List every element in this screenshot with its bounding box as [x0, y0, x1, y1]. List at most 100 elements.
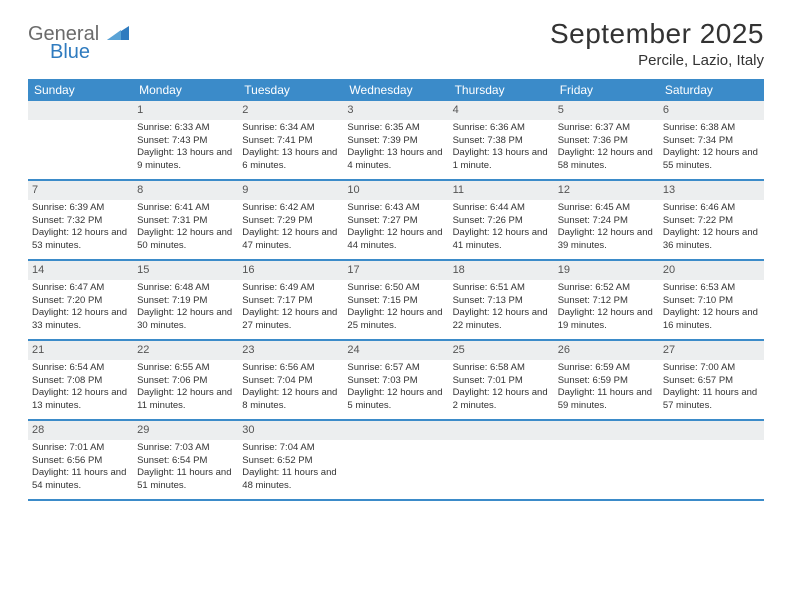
daylight-text: Daylight: 13 hours and 6 minutes.	[242, 147, 339, 173]
daylight-text: Daylight: 12 hours and 2 minutes.	[453, 387, 550, 413]
sunset-text: Sunset: 6:56 PM	[32, 455, 129, 468]
day-number: 13	[659, 181, 764, 200]
day-body: Sunrise: 6:36 AMSunset: 7:38 PMDaylight:…	[449, 120, 554, 177]
day-body: Sunrise: 6:38 AMSunset: 7:34 PMDaylight:…	[659, 120, 764, 177]
day-body: Sunrise: 6:59 AMSunset: 6:59 PMDaylight:…	[554, 360, 659, 417]
calendar-day: 4Sunrise: 6:36 AMSunset: 7:38 PMDaylight…	[449, 101, 554, 179]
sunrise-text: Sunrise: 6:35 AM	[347, 122, 444, 135]
sunset-text: Sunset: 7:32 PM	[32, 215, 129, 228]
calendar-day: 28Sunrise: 7:01 AMSunset: 6:56 PMDayligh…	[28, 421, 133, 499]
calendar-day: 23Sunrise: 6:56 AMSunset: 7:04 PMDayligh…	[238, 341, 343, 419]
calendar-day: 17Sunrise: 6:50 AMSunset: 7:15 PMDayligh…	[343, 261, 448, 339]
sunrise-text: Sunrise: 6:58 AM	[453, 362, 550, 375]
daylight-text: Daylight: 11 hours and 51 minutes.	[137, 467, 234, 493]
sunrise-text: Sunrise: 7:04 AM	[242, 442, 339, 455]
calendar-day: 12Sunrise: 6:45 AMSunset: 7:24 PMDayligh…	[554, 181, 659, 259]
calendar-day: 29Sunrise: 7:03 AMSunset: 6:54 PMDayligh…	[133, 421, 238, 499]
calendar-day: 3Sunrise: 6:35 AMSunset: 7:39 PMDaylight…	[343, 101, 448, 179]
sunset-text: Sunset: 7:43 PM	[137, 135, 234, 148]
calendar-week: 21Sunrise: 6:54 AMSunset: 7:08 PMDayligh…	[28, 341, 764, 421]
daylight-text: Daylight: 11 hours and 54 minutes.	[32, 467, 129, 493]
month-title: September 2025	[550, 18, 764, 50]
dow-thursday: Thursday	[449, 79, 554, 101]
day-body: Sunrise: 7:01 AMSunset: 6:56 PMDaylight:…	[28, 440, 133, 497]
calendar-week: 14Sunrise: 6:47 AMSunset: 7:20 PMDayligh…	[28, 261, 764, 341]
sunset-text: Sunset: 7:20 PM	[32, 295, 129, 308]
day-body: Sunrise: 6:51 AMSunset: 7:13 PMDaylight:…	[449, 280, 554, 337]
dow-wednesday: Wednesday	[343, 79, 448, 101]
sunrise-text: Sunrise: 6:42 AM	[242, 202, 339, 215]
sunrise-text: Sunrise: 6:55 AM	[137, 362, 234, 375]
day-number: 30	[238, 421, 343, 440]
day-body: Sunrise: 6:57 AMSunset: 7:03 PMDaylight:…	[343, 360, 448, 417]
day-body: Sunrise: 6:53 AMSunset: 7:10 PMDaylight:…	[659, 280, 764, 337]
day-number: 27	[659, 341, 764, 360]
sunset-text: Sunset: 7:08 PM	[32, 375, 129, 388]
daylight-text: Daylight: 12 hours and 16 minutes.	[663, 307, 760, 333]
daylight-text: Daylight: 12 hours and 33 minutes.	[32, 307, 129, 333]
day-number: 11	[449, 181, 554, 200]
day-number	[449, 421, 554, 440]
sunset-text: Sunset: 6:54 PM	[137, 455, 234, 468]
sunrise-text: Sunrise: 6:41 AM	[137, 202, 234, 215]
sunrise-text: Sunrise: 6:34 AM	[242, 122, 339, 135]
daylight-text: Daylight: 12 hours and 58 minutes.	[558, 147, 655, 173]
dow-sunday: Sunday	[28, 79, 133, 101]
calendar-day: 21Sunrise: 6:54 AMSunset: 7:08 PMDayligh…	[28, 341, 133, 419]
sunrise-text: Sunrise: 6:48 AM	[137, 282, 234, 295]
daylight-text: Daylight: 12 hours and 19 minutes.	[558, 307, 655, 333]
day-body: Sunrise: 6:45 AMSunset: 7:24 PMDaylight:…	[554, 200, 659, 257]
day-body: Sunrise: 6:58 AMSunset: 7:01 PMDaylight:…	[449, 360, 554, 417]
calendar-day: 14Sunrise: 6:47 AMSunset: 7:20 PMDayligh…	[28, 261, 133, 339]
day-body: Sunrise: 6:35 AMSunset: 7:39 PMDaylight:…	[343, 120, 448, 177]
sunrise-text: Sunrise: 6:37 AM	[558, 122, 655, 135]
calendar-day	[449, 421, 554, 499]
day-number: 3	[343, 101, 448, 120]
daylight-text: Daylight: 11 hours and 48 minutes.	[242, 467, 339, 493]
brand-blue: Blue	[50, 42, 129, 62]
sunrise-text: Sunrise: 6:43 AM	[347, 202, 444, 215]
day-number: 25	[449, 341, 554, 360]
day-number: 29	[133, 421, 238, 440]
day-number: 24	[343, 341, 448, 360]
sunrise-text: Sunrise: 6:53 AM	[663, 282, 760, 295]
daylight-text: Daylight: 12 hours and 55 minutes.	[663, 147, 760, 173]
day-body: Sunrise: 6:55 AMSunset: 7:06 PMDaylight:…	[133, 360, 238, 417]
calendar-day: 7Sunrise: 6:39 AMSunset: 7:32 PMDaylight…	[28, 181, 133, 259]
sunrise-text: Sunrise: 6:56 AM	[242, 362, 339, 375]
day-body: Sunrise: 6:43 AMSunset: 7:27 PMDaylight:…	[343, 200, 448, 257]
day-number: 17	[343, 261, 448, 280]
calendar-day: 22Sunrise: 6:55 AMSunset: 7:06 PMDayligh…	[133, 341, 238, 419]
day-body: Sunrise: 6:56 AMSunset: 7:04 PMDaylight:…	[238, 360, 343, 417]
day-number: 14	[28, 261, 133, 280]
sunset-text: Sunset: 7:26 PM	[453, 215, 550, 228]
dow-saturday: Saturday	[659, 79, 764, 101]
sunrise-text: Sunrise: 6:49 AM	[242, 282, 339, 295]
calendar-day: 18Sunrise: 6:51 AMSunset: 7:13 PMDayligh…	[449, 261, 554, 339]
daylight-text: Daylight: 12 hours and 44 minutes.	[347, 227, 444, 253]
sunrise-text: Sunrise: 6:51 AM	[453, 282, 550, 295]
dow-tuesday: Tuesday	[238, 79, 343, 101]
day-body: Sunrise: 6:49 AMSunset: 7:17 PMDaylight:…	[238, 280, 343, 337]
day-body: Sunrise: 6:37 AMSunset: 7:36 PMDaylight:…	[554, 120, 659, 177]
sunset-text: Sunset: 7:12 PM	[558, 295, 655, 308]
calendar-day: 13Sunrise: 6:46 AMSunset: 7:22 PMDayligh…	[659, 181, 764, 259]
day-number: 28	[28, 421, 133, 440]
day-body: Sunrise: 7:00 AMSunset: 6:57 PMDaylight:…	[659, 360, 764, 417]
day-number: 1	[133, 101, 238, 120]
day-body: Sunrise: 6:34 AMSunset: 7:41 PMDaylight:…	[238, 120, 343, 177]
day-body: Sunrise: 7:04 AMSunset: 6:52 PMDaylight:…	[238, 440, 343, 497]
sunrise-text: Sunrise: 7:00 AM	[663, 362, 760, 375]
calendar-day: 26Sunrise: 6:59 AMSunset: 6:59 PMDayligh…	[554, 341, 659, 419]
day-number: 12	[554, 181, 659, 200]
daylight-text: Daylight: 12 hours and 41 minutes.	[453, 227, 550, 253]
calendar-day: 2Sunrise: 6:34 AMSunset: 7:41 PMDaylight…	[238, 101, 343, 179]
daylight-text: Daylight: 13 hours and 1 minute.	[453, 147, 550, 173]
day-number	[343, 421, 448, 440]
day-body: Sunrise: 6:48 AMSunset: 7:19 PMDaylight:…	[133, 280, 238, 337]
sunrise-text: Sunrise: 6:44 AM	[453, 202, 550, 215]
sunset-text: Sunset: 7:10 PM	[663, 295, 760, 308]
daylight-text: Daylight: 12 hours and 50 minutes.	[137, 227, 234, 253]
sunset-text: Sunset: 7:04 PM	[242, 375, 339, 388]
day-body: Sunrise: 6:52 AMSunset: 7:12 PMDaylight:…	[554, 280, 659, 337]
